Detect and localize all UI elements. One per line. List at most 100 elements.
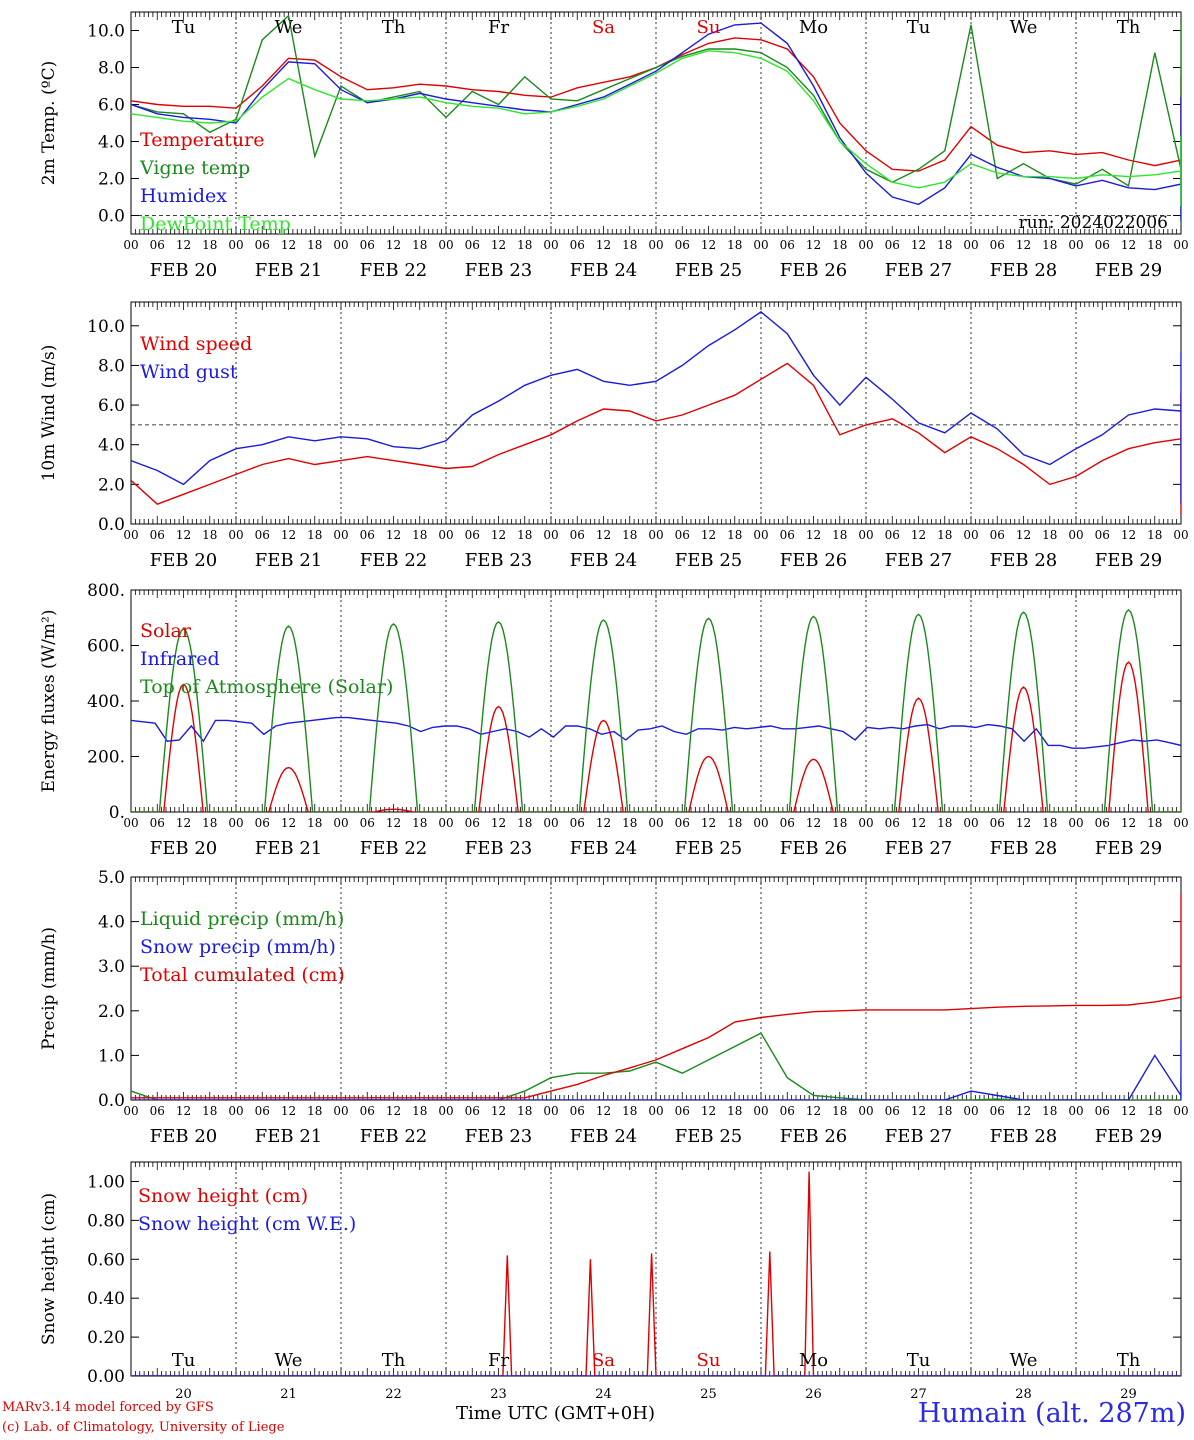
hour-tick-label: 00 — [543, 238, 558, 252]
weekday-label: We — [1010, 1350, 1038, 1371]
hour-tick-label: 00 — [333, 528, 348, 542]
hour-tick-label: 00 — [333, 1104, 348, 1118]
weekday-label: Tu — [172, 17, 196, 38]
legend-humidex: Humidex — [140, 185, 227, 207]
weekday-label: Fr — [488, 1350, 509, 1371]
date-label: FEB 21 — [255, 1126, 322, 1147]
panel-5: 0.00 0.20 0.40 0.60 0.80 1.00 Snow height (cm)… — [39, 1161, 1182, 1402]
hour-tick-label: 06 — [990, 528, 1005, 542]
y-tick-label: 1.0 — [98, 1046, 125, 1066]
date-label: FEB 27 — [885, 550, 952, 571]
date-label: FEB 26 — [780, 838, 847, 859]
date-label: FEB 23 — [465, 838, 532, 859]
legend-dewpoint-temp: DewPoint Temp — [140, 213, 291, 235]
hour-tick-label: 00 — [123, 816, 138, 830]
hour-tick-label: 06 — [780, 528, 795, 542]
hour-tick-label: 18 — [517, 238, 532, 252]
hour-tick-label: 06 — [1095, 238, 1110, 252]
hour-tick-label: 06 — [465, 528, 480, 542]
y-tick-label: 6.0 — [98, 96, 125, 116]
series-line-snow-height-cm- — [131, 1171, 1181, 1376]
hour-tick-label: 06 — [255, 238, 270, 252]
hour-tick-label: 06 — [1095, 816, 1110, 830]
hour-tick-label: 00 — [963, 238, 978, 252]
hour-tick-label: 18 — [1147, 816, 1162, 830]
hour-tick-label: 12 — [1016, 816, 1031, 830]
y-axis-title: Precip (mm/h) — [39, 927, 59, 1050]
y-axis-title: Energy fluxes (W/m²) — [39, 610, 59, 793]
date-label: FEB 27 — [885, 838, 952, 859]
hour-tick-label: 06 — [150, 1104, 165, 1118]
y-tick-label: 800. — [87, 581, 125, 601]
weekday-label: Th — [1117, 17, 1141, 38]
y-tick-label: 0.60 — [87, 1250, 125, 1270]
date-label: FEB 24 — [570, 550, 637, 571]
hour-tick-label: 18 — [622, 1104, 637, 1118]
hour-tick-label: 18 — [202, 528, 217, 542]
hour-tick-label: 00 — [438, 1104, 453, 1118]
hour-tick-label: 12 — [806, 816, 821, 830]
hour-tick-label: 00 — [648, 816, 663, 830]
hour-tick-label: 12 — [596, 238, 611, 252]
day-number-label: 20 — [175, 1387, 192, 1402]
y-tick-label: 600. — [87, 637, 125, 657]
hour-tick-label: 12 — [491, 1104, 506, 1118]
hour-tick-label: 06 — [465, 238, 480, 252]
hour-tick-label: 00 — [333, 238, 348, 252]
date-label: FEB 20 — [150, 260, 217, 281]
hour-tick-label: 00 — [1173, 238, 1188, 252]
hour-tick-label: 12 — [911, 1104, 926, 1118]
run-label: run: 2024022006 — [1019, 213, 1168, 233]
y-tick-label: 0.20 — [87, 1328, 125, 1348]
hour-tick-label: 18 — [202, 238, 217, 252]
y-tick-label: 0.40 — [87, 1289, 125, 1309]
hour-tick-label: 12 — [281, 238, 296, 252]
date-label: FEB 29 — [1095, 838, 1162, 859]
hour-tick-label: 12 — [1121, 1104, 1136, 1118]
legend-infrared: Infrared — [140, 648, 220, 670]
lab-credit: (c) Lab. of Climatology, University of L… — [2, 1420, 285, 1435]
hour-tick-label: 06 — [360, 238, 375, 252]
series-line-dewpoint-temp — [131, 50, 1181, 207]
hour-tick-label: 06 — [675, 816, 690, 830]
hour-tick-label: 12 — [281, 1104, 296, 1118]
panel-3: 0. 200. 400. 600. 800. Energy fluxes (W/m²) 00… — [39, 581, 1189, 859]
date-label: FEB 22 — [360, 550, 427, 571]
legend-total-cumulated-cm-: Total cumulated (cm) — [140, 964, 345, 986]
hour-tick-label: 06 — [360, 816, 375, 830]
hour-tick-label: 18 — [307, 1104, 322, 1118]
hour-tick-label: 18 — [517, 816, 532, 830]
date-label: FEB 24 — [570, 260, 637, 281]
legend-wind-gust: Wind gust — [140, 361, 238, 383]
hour-tick-label: 18 — [937, 816, 952, 830]
hour-tick-label: 12 — [281, 816, 296, 830]
day-number-label: 27 — [910, 1387, 927, 1402]
day-number-label: 25 — [700, 1387, 717, 1402]
hour-tick-label: 12 — [386, 816, 401, 830]
hour-tick-label: 18 — [1042, 816, 1057, 830]
y-tick-label: 2.0 — [98, 475, 125, 495]
series-group — [131, 311, 1181, 515]
hour-tick-label: 00 — [123, 528, 138, 542]
hour-tick-label: 06 — [255, 528, 270, 542]
hour-tick-label: 06 — [990, 816, 1005, 830]
series-line-vigne-temp — [131, 14, 1181, 225]
hour-tick-label: 12 — [491, 238, 506, 252]
hour-tick-label: 00 — [438, 238, 453, 252]
y-tick-label: 0.0 — [98, 207, 125, 227]
hour-tick-label: 12 — [806, 528, 821, 542]
hour-tick-label: 18 — [832, 238, 847, 252]
weekday-label: Fr — [488, 17, 509, 38]
y-axis-title: 10m Wind (m/s) — [39, 345, 59, 482]
hour-tick-label: 18 — [937, 528, 952, 542]
date-label: FEB 25 — [675, 838, 742, 859]
hour-tick-label: 00 — [228, 1104, 243, 1118]
y-tick-label: 0. — [109, 803, 125, 823]
date-label: FEB 26 — [780, 260, 847, 281]
date-label: FEB 28 — [990, 838, 1057, 859]
series-line-temperature — [131, 37, 1181, 188]
hour-tick-label: 06 — [885, 238, 900, 252]
date-label: FEB 23 — [465, 550, 532, 571]
date-label: FEB 22 — [360, 838, 427, 859]
